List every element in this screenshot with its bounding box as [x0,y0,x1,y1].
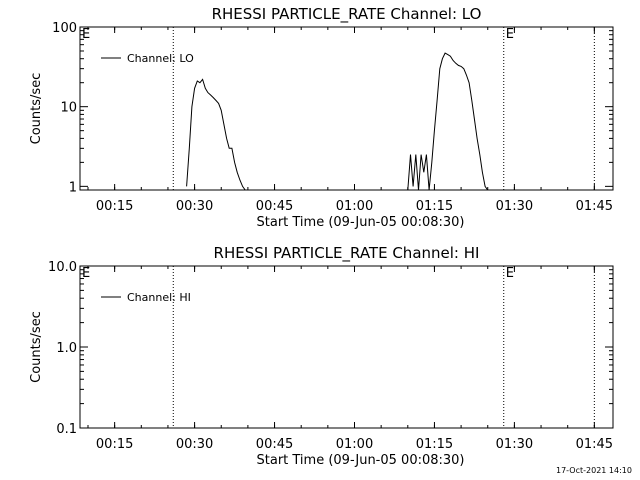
legend: Channel: LO [101,52,194,65]
x-tick-label: 01:00 [336,437,373,452]
x-tick-label: 01:15 [416,199,453,214]
eclipse-marker: E [506,27,514,42]
x-tick-label: 00:45 [256,437,293,452]
x-tick-label: 00:45 [256,199,293,214]
x-tick-label: 00:30 [176,199,213,214]
x-axis-label: Start Time (09-Jun-05 00:08:30) [257,453,465,468]
series-line-channel-lo [186,52,491,190]
eclipse-marker: E [506,266,514,281]
generation-timestamp: 17-Oct-2021 14:10 [556,466,632,475]
legend: Channel: HI [101,291,191,304]
legend-label: Channel: LO [127,52,194,65]
x-tick-label: 00:30 [176,437,213,452]
y-axis-label: Counts/sec [29,73,44,145]
x-tick-label: 01:15 [416,437,453,452]
y-tick-label: 100 [52,21,77,36]
chart-panel-lo: RHESSI PARTICLE_RATE Channel: LO 00:15 00:… [29,5,614,230]
x-axis-label: Start Time (09-Jun-05 00:08:30) [257,215,465,230]
x-tick-label: 00:15 [96,199,133,214]
chart-title: RHESSI PARTICLE_RATE Channel: HI [214,244,480,263]
x-tick-label: 00:15 [96,437,133,452]
chart-title: RHESSI PARTICLE_RATE Channel: LO [212,5,482,24]
y-tick-label: 10 [60,101,77,116]
x-tick-label: 01:30 [496,199,533,214]
y-axis-label: Counts/sec [29,311,44,383]
y-tick-label: 1.0 [56,341,77,356]
x-tick-label: 01:45 [576,199,613,214]
legend-label: Channel: HI [127,291,191,304]
eclipse-marker: E [82,27,90,42]
y-tick-label: 10.0 [48,260,77,275]
x-tick-label: 01:00 [336,199,373,214]
y-tick-label: 1 [69,180,77,195]
eclipse-marker: E [82,266,90,281]
y-tick-label: 0.1 [56,422,77,437]
x-tick-label: 01:30 [496,437,533,452]
x-tick-label: 01:45 [576,437,613,452]
chart-panel-hi: RHESSI PARTICLE_RATE Channel: HI 00:15 00:… [29,244,614,468]
